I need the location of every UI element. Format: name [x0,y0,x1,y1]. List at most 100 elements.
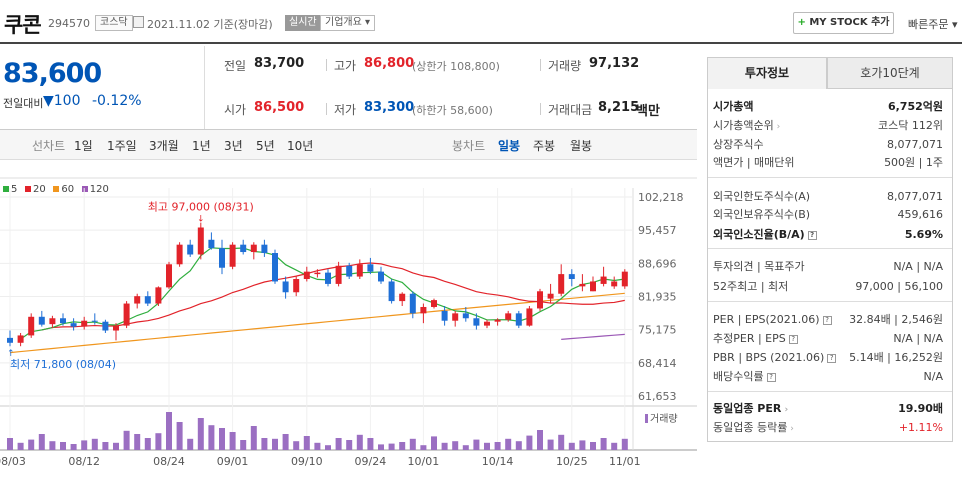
volume-bar [176,422,183,450]
info-row-value: 5.69% [904,228,943,241]
volume-bar [515,441,522,450]
y-tick-label: 81,935 [638,291,677,304]
quick-order-button[interactable]: 빠른주문 ▾ [908,18,958,31]
tab-1day[interactable]: 1일 [74,139,93,153]
tab-monthly[interactable]: 월봉 [570,139,593,153]
legend-swatch [81,186,88,192]
help-icon[interactable]: ? [788,334,798,344]
volume-bar [558,434,565,450]
y-tick-label: 68,414 [638,357,677,370]
chevron-right-icon[interactable]: › [781,405,789,415]
volume-bar [113,442,119,450]
volume-bar [166,412,172,450]
mystock-add-button[interactable]: + MY STOCK 추가 [793,12,894,34]
legend-item-ma5: 5 [3,184,17,195]
lower-limit: (하한가 58,600) [412,104,493,117]
tab-1week[interactable]: 1주일 [107,139,137,153]
info-row-label: 상장주식수 [713,138,764,151]
investment-panel [707,57,953,442]
candle-body [473,318,480,326]
volume-label: 거래량 [548,59,582,73]
candle-body [325,272,331,284]
info-row-label: PBR | BPS (2021.06)? [713,349,837,367]
legend-swatch [53,186,60,192]
tab-3year[interactable]: 3년 [224,139,243,153]
candle-body [346,265,353,277]
volume-bar [303,436,310,450]
price-chart[interactable]: 102,218 95,457 88,696 81,935 75,175 68,414 61,… [0,160,697,484]
candle-body [452,313,459,321]
chevron-right-icon[interactable]: › [773,122,781,132]
candle-body [240,244,247,253]
candle-body [113,325,119,331]
amount-unit: 백만 [636,104,660,119]
tab-1year[interactable]: 1년 [192,139,211,153]
company-overview-button[interactable]: 기업개요 ▾ [320,15,375,31]
high-value: 86,800 [364,56,415,71]
candle-body [7,337,13,343]
candle-body [399,293,406,302]
current-price: 83,600 [3,58,102,89]
diff-label: 전일대비 [3,97,44,110]
volume-bar [526,435,533,450]
calendar-icon [133,16,144,28]
info-row-label: 동일업종 등락률 › [713,421,794,434]
info-row-value: N/A [923,370,943,383]
help-icon[interactable]: ? [766,372,776,382]
candle-body [49,318,56,325]
volume-bar [155,433,162,450]
info-row-value: 5.14배 | 16,252원 [849,351,943,364]
candle-body [611,281,618,287]
chevron-right-icon[interactable]: › [787,424,794,434]
volume-bar [7,438,13,450]
tab-order-book[interactable]: 호가10단계 [827,57,953,89]
realtime-button[interactable]: 실시간 [285,15,321,31]
volume-bar [314,442,321,450]
candle-body [409,293,416,314]
tab-3month[interactable]: 3개월 [149,139,179,153]
candle-body [81,320,88,327]
y-tick-label: 61,653 [638,390,677,403]
info-row-value: 6,752억원 [887,100,943,113]
help-icon[interactable]: ? [822,315,832,325]
help-icon[interactable]: ? [807,230,817,240]
candle-body [388,281,395,302]
tab-investment-info[interactable]: 투자정보 [707,57,827,89]
candle-body [537,291,543,309]
candle-body [558,274,565,294]
info-row-label: 투자의견 | 목표주가 [713,260,805,273]
info-row-label: 액면가 | 매매단위 [713,156,795,169]
x-tick-label: 08/12 [68,455,100,468]
volume-bar [600,438,607,450]
volume-bar [282,434,289,450]
candle-chart-label: 봉차트 [452,139,486,153]
divider [708,177,952,178]
x-tick-label: 10/25 [556,455,588,468]
volume-bar [38,434,45,450]
chart-legend: 5 20 60 120 [3,181,109,195]
candle-body [282,281,289,293]
candle-body [91,320,98,322]
tab-10year[interactable]: 10년 [287,139,314,153]
volume-bar [356,434,363,450]
candle-body [431,300,437,307]
volume-bar [568,442,575,450]
candle-body [600,276,607,284]
upper-limit: (상한가 108,800) [412,60,500,73]
info-row: 시가총액순위 › 코스닥 112위 [713,117,943,135]
tab-5year[interactable]: 5년 [256,139,275,153]
help-icon[interactable]: ? [827,353,837,363]
volume-bar [293,441,300,450]
info-row: 투자의견 | 목표주가 N/A | N/A [713,258,943,276]
tab-daily[interactable]: 일봉 [498,139,521,153]
info-row: PBR | BPS (2021.06)? 5.14배 | 16,252원 [713,349,943,367]
date-text: 2021.11.02 기준(장마감) [147,18,273,31]
candle-body [378,271,384,282]
low-value: 83,300 [364,100,415,115]
volume-bar [197,418,204,450]
tab-weekly[interactable]: 주봉 [533,139,556,153]
x-tick-label: 09/01 [217,455,249,468]
candle-body [590,281,596,292]
info-row: 추정PER | EPS? N/A | N/A [713,330,943,348]
volume-bar [250,426,257,450]
